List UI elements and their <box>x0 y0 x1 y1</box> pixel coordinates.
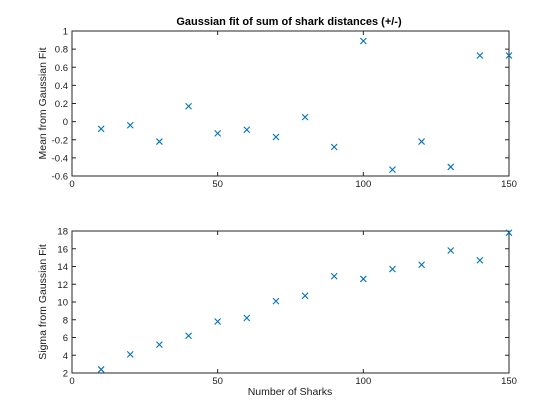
mean-x-tick-label: 0 <box>69 179 74 190</box>
mean-y-tick-label: 0 <box>63 117 68 128</box>
sigma-y-axis-label: Sigma from Gaussian Fit <box>37 244 49 360</box>
sigma-y-ticks: 2 4 6 8 10 12 14 16 18 <box>57 227 509 380</box>
mean-x-tick-label: 150 <box>501 179 517 190</box>
sigma-data-point <box>272 297 280 305</box>
mean-y-tick-label: -0.2 <box>52 135 68 146</box>
sigma-data-point <box>156 341 163 348</box>
sigma-data-point <box>418 261 425 269</box>
sigma-data-point <box>243 314 251 322</box>
sigma-data-point <box>476 256 484 264</box>
sigma-x-tick-label: 50 <box>212 376 223 387</box>
mean-data-point <box>476 52 484 59</box>
sigma-data-point <box>505 229 513 237</box>
mean-data-point <box>359 37 367 45</box>
mean-x-ticks: 0 50 100 150 <box>69 31 517 190</box>
sigma-data-point <box>389 265 396 273</box>
mean-y-tick-label: 0.2 <box>55 99 68 110</box>
mean-data-point <box>156 138 163 145</box>
sigma-y-tick-label: 16 <box>57 244 68 255</box>
mean-data-point <box>301 113 309 121</box>
mean-data-point <box>272 133 280 141</box>
sigma-x-tick-label: 150 <box>501 376 517 387</box>
mean-data-point <box>97 125 105 133</box>
mean-subplot: Gaussian fit of sum of shark distances (… <box>37 16 517 190</box>
sigma-y-tick-label: 2 <box>63 369 68 380</box>
mean-data-point <box>389 166 396 174</box>
mean-y-ticks: -0.6 -0.4 -0.2 0 0.2 0.4 0.6 0.8 1 <box>52 27 509 183</box>
mean-data-point <box>126 121 134 129</box>
chart-title: Gaussian fit of sum of shark distances (… <box>176 16 402 28</box>
mean-y-axis-label: Mean from Gaussian Fit <box>37 47 49 159</box>
sigma-subplot: 0 50 100 150 2 4 6 8 10 12 14 16 18 Sigma from Gaus… <box>37 227 517 399</box>
mean-x-tick-label: 100 <box>355 179 371 190</box>
sigma-data-point <box>126 350 134 358</box>
mean-data-point <box>330 143 338 151</box>
sigma-y-tick-label: 10 <box>57 298 68 309</box>
mean-y-tick-label: 1 <box>63 27 68 38</box>
sigma-x-ticks: 0 50 100 150 <box>69 231 517 387</box>
mean-y-tick-label: -0.4 <box>52 153 68 164</box>
mean-y-tick-label: 0.6 <box>55 63 68 74</box>
mean-y-tick-label: 0.4 <box>55 81 68 92</box>
sigma-x-tick-label: 0 <box>69 376 74 387</box>
sigma-data-point <box>214 318 222 325</box>
sigma-y-tick-label: 6 <box>63 333 68 344</box>
mean-data-point <box>447 163 455 171</box>
sigma-y-tick-label: 8 <box>63 315 68 326</box>
sigma-data-point <box>447 247 455 254</box>
mean-y-tick-label: 0.8 <box>55 45 68 56</box>
mean-data-point <box>214 130 222 137</box>
mean-data-point <box>185 102 192 110</box>
x-axis-label: Number of Sharks <box>248 386 333 398</box>
sigma-y-tick-label: 12 <box>57 280 68 291</box>
mean-plot-frame <box>71 30 510 177</box>
mean-data-point <box>243 126 251 134</box>
mean-data-point <box>505 52 513 59</box>
sigma-data-point <box>185 332 192 340</box>
sigma-y-tick-label: 14 <box>57 262 68 273</box>
sigma-x-tick-label: 100 <box>355 376 371 387</box>
sigma-data-point <box>359 275 367 283</box>
mean-x-tick-label: 50 <box>212 179 223 190</box>
sigma-data-point <box>330 272 338 280</box>
mean-data-point <box>418 138 425 145</box>
sigma-y-tick-label: 4 <box>63 351 68 362</box>
sigma-data-point <box>97 366 105 373</box>
sigma-data-points <box>97 229 513 373</box>
sigma-data-point <box>301 292 309 300</box>
mean-y-tick-label: -0.6 <box>52 172 68 183</box>
mean-data-points <box>97 37 513 174</box>
sigma-y-tick-label: 18 <box>57 227 68 238</box>
sigma-plot-frame <box>71 230 510 374</box>
